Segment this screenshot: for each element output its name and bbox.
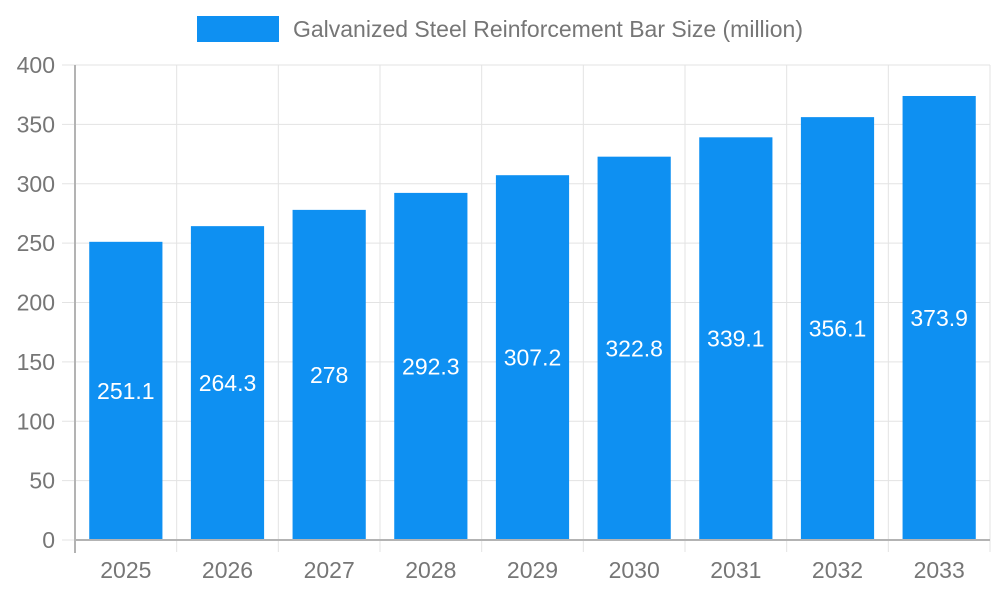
x-axis-tick-label: 2033 — [914, 557, 965, 583]
bar-value-label: 307.2 — [504, 345, 562, 371]
y-axis-tick-label: 0 — [42, 527, 55, 553]
bar-2028[interactable] — [394, 192, 468, 541]
x-axis-tick-label: 2030 — [609, 557, 660, 583]
y-axis-tick-label: 300 — [17, 171, 55, 197]
legend-swatch — [196, 16, 279, 42]
bar-value-label: 356.1 — [809, 316, 867, 342]
bar-2033[interactable] — [902, 95, 976, 541]
x-axis-tick-label: 2026 — [202, 557, 253, 583]
y-axis-tick-label: 100 — [17, 408, 55, 434]
y-axis-tick-label: 200 — [17, 290, 55, 316]
bar-2029[interactable] — [495, 175, 570, 540]
bar-2027[interactable] — [292, 209, 366, 540]
bar-2032[interactable] — [800, 117, 875, 540]
y-axis-tick-label: 250 — [17, 230, 55, 256]
y-axis-tick-label: 50 — [29, 468, 55, 494]
bar-value-label: 264.3 — [199, 370, 257, 396]
bar-value-label: 373.9 — [910, 305, 968, 331]
bar-2025[interactable] — [89, 241, 163, 540]
y-axis-tick-label: 150 — [17, 349, 55, 375]
x-axis-tick-label: 2028 — [405, 557, 456, 583]
y-axis-tick-label: 350 — [17, 111, 55, 137]
bar-value-label: 251.1 — [97, 378, 155, 404]
bar-value-label: 339.1 — [707, 326, 765, 352]
bar-value-label: 322.8 — [605, 335, 663, 361]
y-axis-tick-label: 400 — [17, 52, 55, 78]
legend-item[interactable]: Galvanized Steel Reinforcement Bar Size … — [0, 16, 1000, 42]
x-axis-tick-label: 2032 — [812, 557, 863, 583]
bar-value-label: 292.3 — [402, 353, 460, 379]
x-axis-tick-label: 2029 — [507, 557, 558, 583]
bar-value-label: 278 — [310, 362, 348, 388]
bar-2030[interactable] — [597, 156, 671, 541]
x-axis-tick-label: 2027 — [304, 557, 355, 583]
x-axis-tick-label: 2025 — [100, 557, 151, 583]
legend-label: Galvanized Steel Reinforcement Bar Size … — [292, 16, 804, 42]
x-axis-tick-label: 2031 — [710, 557, 761, 583]
bar-2031[interactable] — [699, 137, 773, 540]
bar-2026[interactable] — [190, 226, 265, 541]
